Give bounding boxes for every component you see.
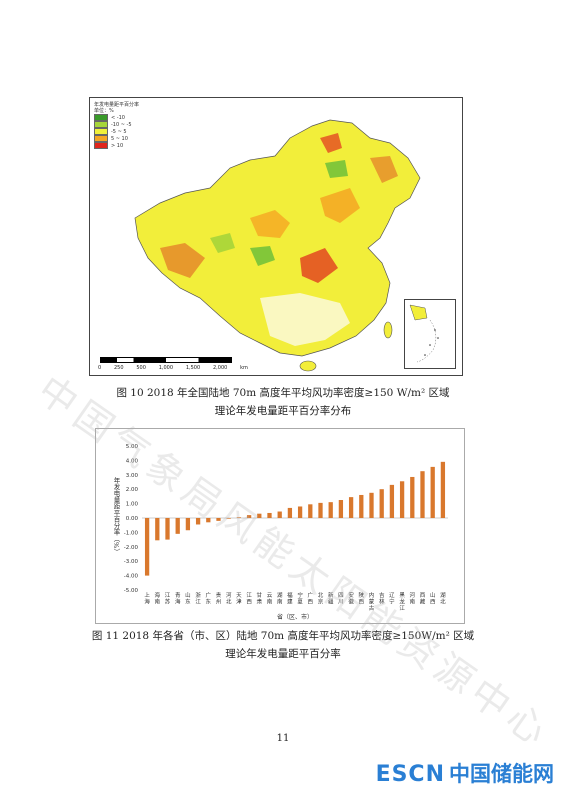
scale-tick-label: 2,000	[213, 365, 228, 371]
china-landmass	[134, 119, 421, 357]
legend-label: -10 ~ -5	[111, 121, 132, 128]
legend-item: 5 ~ 10	[94, 135, 139, 142]
y-axis-label: 年发电量距平百分率（%）	[112, 477, 120, 555]
scale-tick-label: 500	[136, 365, 146, 371]
scale-tick-label: 250	[114, 365, 124, 371]
legend-label: > 10	[111, 142, 124, 149]
escn-logo: ESCN 中国储能网	[376, 758, 554, 788]
scale-tick-label: 0	[98, 365, 102, 371]
south-china-sea-inset	[404, 299, 456, 369]
legend-item: -10 ~ -5	[94, 121, 139, 128]
scale-labels: 0 250 500 1,000 1,500 2,000 km	[98, 365, 248, 371]
logo-cn: 中国储能网	[449, 762, 554, 786]
scale-bar	[100, 357, 232, 363]
logo-en: ESCN	[375, 762, 445, 787]
legend-swatch	[94, 128, 108, 135]
china-map	[134, 119, 421, 372]
legend-label: 5 ~ 10	[111, 135, 128, 142]
legend-item: < -10	[94, 114, 139, 121]
legend-title: 年发电量距平百分率	[94, 102, 140, 108]
fig11-caption-line1: 图 11 2018 年各省（市、区）陆地 70m 高度年平均风功率密度≥150W…	[91, 630, 475, 642]
legend-label: -5 ~ 5	[111, 128, 127, 135]
fig10-caption-line1: 图 10 2018 年全国陆地 70m 高度年平均风功率密度≥150 W/m² …	[116, 387, 450, 399]
legend-swatch	[94, 114, 108, 121]
legend-swatch	[94, 121, 108, 128]
fig10-caption-line2: 理论年发电量距平百分率分布	[214, 405, 352, 417]
legend-item: > 10	[94, 142, 139, 149]
scale-tick-label: 1,000	[158, 365, 174, 371]
legend-unit: 单位：%	[94, 108, 114, 114]
bar-chart-frame	[95, 428, 465, 624]
legend-swatch	[94, 135, 108, 142]
legend-label: < -10	[111, 114, 125, 121]
scale-tick-label: 1,500	[185, 365, 201, 371]
scale-unit: km	[240, 365, 248, 371]
fig11-caption-line2: 理论年发电量距平百分率	[225, 648, 341, 660]
legend-swatch	[94, 142, 108, 149]
page-number: 11	[276, 733, 290, 744]
legend-item: -5 ~ 5	[94, 128, 139, 135]
